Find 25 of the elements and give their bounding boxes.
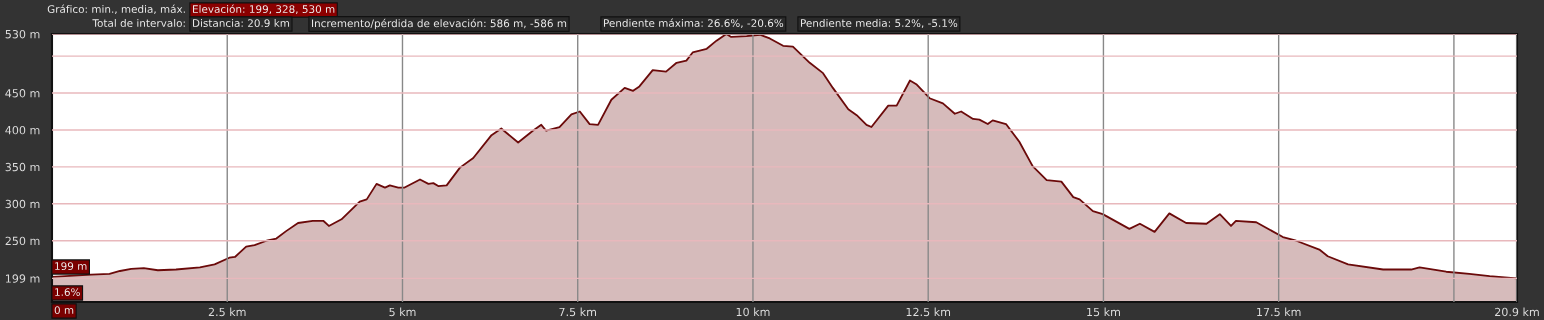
x-tick-label: 10 km	[736, 307, 770, 317]
x-tick-label: 7.5 km	[559, 307, 597, 317]
x-tick-label: 17.5 km	[1257, 307, 1301, 317]
x-tick-label: 20.9 km	[1495, 307, 1539, 317]
y-tick-label: 530 m	[5, 29, 40, 39]
text: Elevación: 199, 328, 530 m	[193, 4, 335, 15]
x-tick-label: 12.5 km	[906, 307, 951, 317]
text: Incremento/pérdida de elevación: 586 m, -586 m	[312, 18, 567, 30]
text: Gráfico: min., media, máx.	[47, 4, 185, 15]
y-tick-label: 250 m	[5, 236, 40, 246]
x-tick-label: 5 km	[389, 307, 416, 317]
y-tick-label: 350 m	[5, 162, 40, 172]
x-tick-label: 15 km	[1087, 307, 1120, 317]
annotation: 1.6%	[55, 288, 80, 297]
y-tick-label: 300 m	[5, 199, 40, 209]
text: Pendiente media: 5.2%, -5.1%	[801, 18, 958, 29]
text: Distancia: 20.9 km	[193, 18, 290, 28]
x-tick-label: 2.5 km	[208, 307, 246, 317]
text: 0 m	[54, 306, 74, 315]
annotation: 199 m	[55, 262, 87, 271]
text: Total de intervalo:	[92, 18, 185, 28]
y-tick-label: 450 m	[5, 89, 40, 98]
y-tick-label: 400 m	[5, 125, 40, 135]
text: Pendiente máxima: 26.6%, -20.6%	[604, 18, 784, 29]
y-tick-label: 199 m	[6, 274, 40, 283]
